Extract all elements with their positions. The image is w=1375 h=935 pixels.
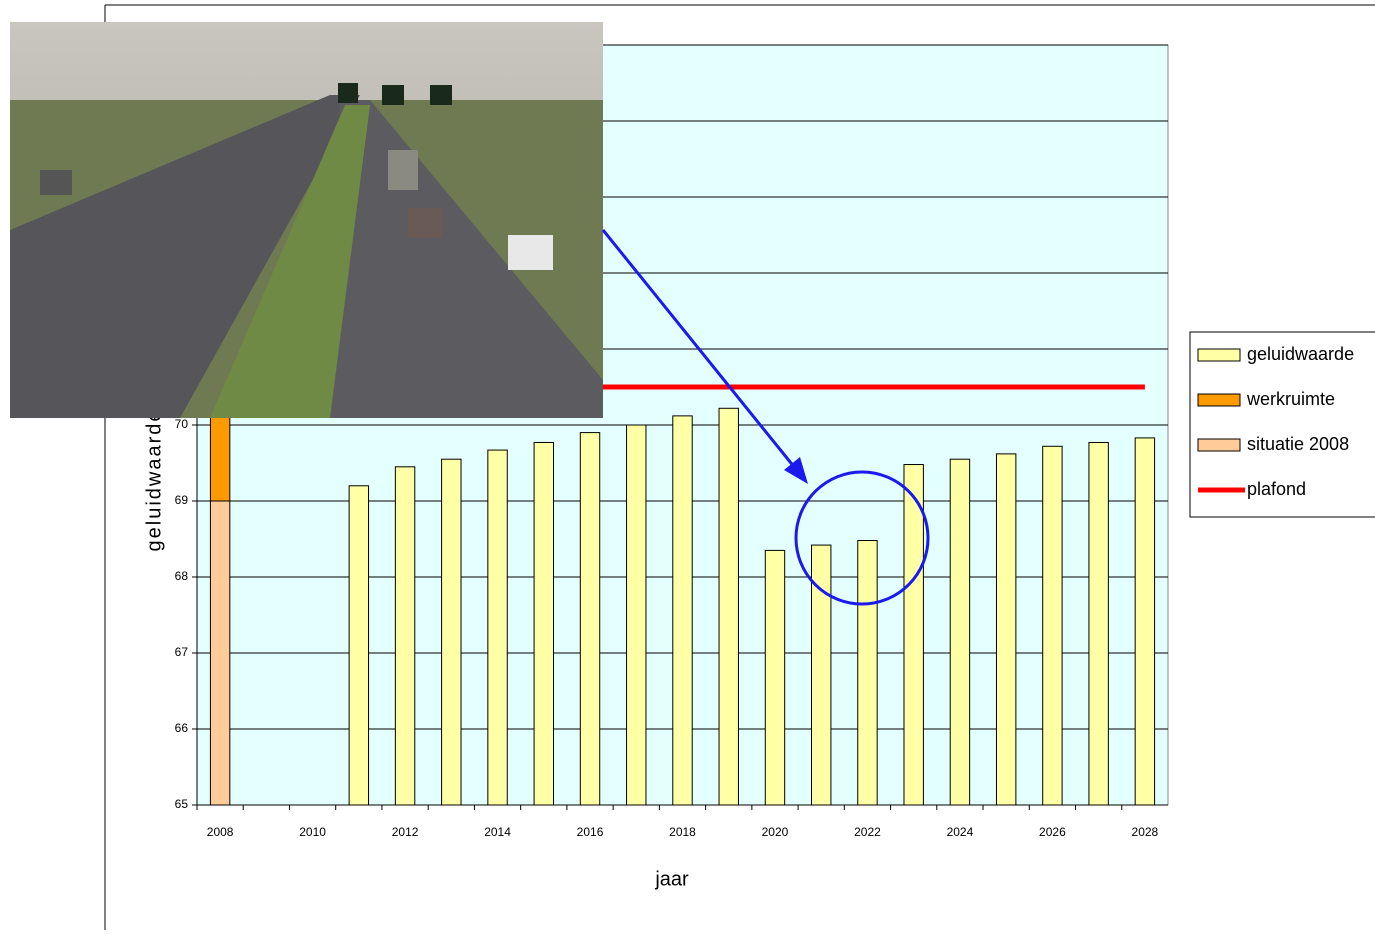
bar	[1088, 441, 1109, 806]
x-tick-label: 2028	[1132, 825, 1159, 839]
legend-label: geluidwaarde	[1247, 344, 1354, 364]
y-tick-label: 67	[175, 645, 189, 659]
legend-swatch	[1197, 348, 1241, 362]
x-tick-label: 2026	[1039, 825, 1066, 839]
x-tick-label: 2018	[669, 825, 696, 839]
bar	[903, 464, 924, 806]
x-tick-label: 2016	[577, 825, 604, 839]
x-axis-label: jaar	[654, 868, 689, 890]
y-tick-label: 69	[175, 493, 189, 507]
bar	[487, 449, 508, 806]
legend-label: situatie 2008	[1247, 434, 1349, 454]
legend-label: werkruimte	[1246, 389, 1335, 409]
legend-label: plafond	[1247, 479, 1306, 499]
y-axis-label: geluidwaarde	[143, 409, 165, 552]
legend-swatch	[1197, 393, 1241, 407]
y-tick-label: 65	[175, 797, 189, 811]
bar	[857, 540, 878, 806]
bar	[672, 415, 693, 806]
x-tick-label: 2008	[207, 825, 234, 839]
annotation	[601, 229, 930, 606]
bar	[579, 432, 601, 806]
x-tick-label: 2024	[947, 825, 974, 839]
photo	[10, 22, 603, 418]
legend-swatch	[1197, 438, 1241, 452]
y-tick-label: 70	[175, 417, 189, 431]
y-tick-label: 68	[175, 569, 189, 583]
bar	[1134, 437, 1156, 806]
bar	[441, 458, 462, 806]
legend-box	[1189, 331, 1375, 518]
legend: geluidwaarde werkruimte situatie 2008 plafo…	[1189, 331, 1375, 518]
bar	[811, 544, 832, 806]
x-tick-label: 2020	[762, 825, 789, 839]
bar	[394, 466, 416, 806]
x-tick-label: 2022	[854, 825, 881, 839]
bar	[718, 407, 739, 806]
bar	[764, 549, 786, 806]
x-tick-label: 2012	[392, 825, 419, 839]
bar	[626, 424, 647, 806]
bar	[995, 453, 1017, 806]
bar	[949, 458, 971, 806]
y-tick-label: 66	[175, 721, 189, 735]
x-tick-label: 2010	[299, 825, 326, 839]
x-tick-label: 2014	[484, 825, 511, 839]
bar	[533, 441, 554, 806]
bar	[348, 485, 370, 806]
bar	[1042, 445, 1063, 806]
bar	[209, 500, 231, 806]
